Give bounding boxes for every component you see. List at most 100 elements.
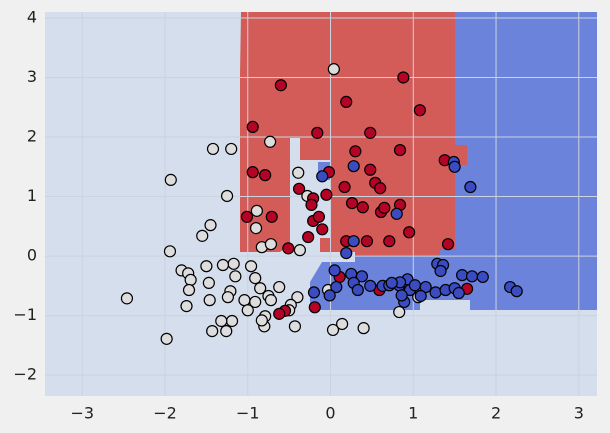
point (364, 126, 377, 139)
point (397, 71, 410, 84)
point (308, 301, 321, 314)
point (246, 166, 259, 179)
point (293, 244, 306, 257)
point (395, 289, 408, 302)
point (452, 286, 465, 300)
point (434, 264, 447, 278)
point (202, 276, 215, 289)
point (203, 294, 216, 307)
point (244, 260, 258, 273)
point (476, 270, 489, 284)
point (338, 180, 351, 194)
point (241, 304, 254, 317)
point (357, 322, 370, 335)
point (254, 282, 267, 295)
point (349, 145, 362, 158)
point (408, 279, 422, 292)
point (393, 144, 407, 157)
point (246, 120, 259, 134)
point (316, 223, 329, 236)
y-tick-label: −2 (13, 365, 37, 384)
point (307, 286, 321, 299)
point (305, 198, 318, 211)
point (393, 305, 406, 319)
point (249, 222, 263, 235)
point (196, 229, 209, 242)
y-tick-label: 0 (27, 246, 37, 265)
point (220, 325, 233, 338)
point (249, 272, 262, 285)
point (326, 323, 340, 337)
point (215, 314, 228, 328)
point (464, 180, 477, 194)
point (456, 269, 469, 282)
point (374, 182, 387, 195)
point (312, 210, 326, 223)
x-tick-label: 0 (325, 404, 335, 423)
point (403, 226, 416, 239)
point (328, 264, 341, 277)
point (288, 320, 302, 333)
point (265, 210, 278, 223)
point (390, 207, 403, 220)
y-tick-label: 3 (27, 67, 37, 86)
point (220, 189, 234, 203)
point (273, 307, 286, 320)
point (240, 210, 254, 223)
point (160, 332, 173, 345)
point (336, 317, 349, 331)
point (206, 325, 219, 338)
point (264, 238, 278, 251)
point (413, 104, 426, 117)
point (292, 182, 306, 195)
point (356, 201, 369, 214)
point (347, 160, 360, 173)
point (282, 242, 295, 255)
point (274, 79, 287, 92)
point (414, 289, 427, 303)
x-tick-label: 1 (408, 404, 418, 423)
point (316, 170, 329, 183)
point (448, 160, 461, 173)
point (347, 235, 360, 248)
point (465, 270, 479, 283)
point (184, 273, 197, 287)
point (441, 238, 455, 251)
point (340, 95, 353, 108)
x-tick-label: −3 (70, 404, 94, 423)
point (238, 294, 251, 307)
point (200, 260, 213, 273)
point (355, 270, 369, 283)
point (255, 314, 268, 327)
point (204, 219, 217, 232)
point (182, 283, 196, 297)
point (206, 142, 220, 156)
point (164, 173, 177, 186)
point (264, 294, 278, 307)
point (225, 314, 239, 328)
points (120, 63, 523, 345)
y-tick-label: 2 (27, 127, 37, 146)
point (229, 270, 242, 283)
y-tick-label: −1 (13, 305, 37, 324)
point (273, 280, 286, 294)
x-tick-label: −2 (153, 404, 177, 423)
point (323, 289, 336, 302)
tick-labels: −3 −2 −1 0 1 2 3 −2 −1 0 1 2 3 4 (13, 7, 583, 422)
point (250, 204, 263, 217)
point (429, 286, 442, 299)
point (311, 126, 324, 139)
point (163, 245, 177, 258)
point (291, 291, 304, 304)
point (364, 279, 377, 292)
point (221, 291, 234, 304)
point (360, 235, 374, 248)
point (180, 300, 193, 313)
point (345, 197, 359, 210)
red-region (240, 12, 467, 256)
point (510, 285, 523, 298)
x-tick-label: 3 (574, 404, 584, 423)
point (364, 163, 377, 176)
